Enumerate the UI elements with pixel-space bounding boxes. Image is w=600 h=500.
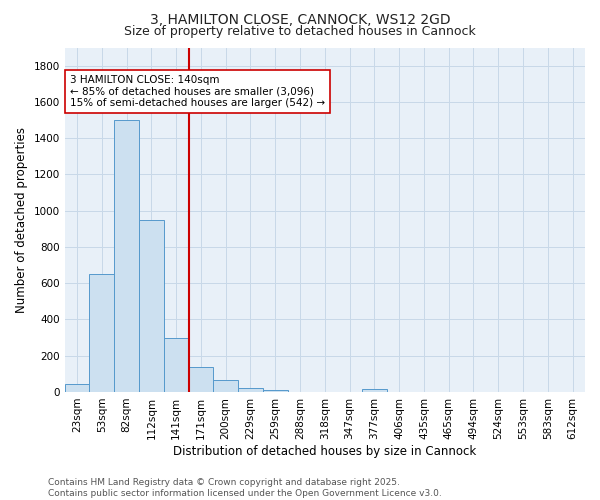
Y-axis label: Number of detached properties: Number of detached properties [15,126,28,312]
Bar [214,380,238,392]
Bar [263,390,287,392]
Bar [139,220,164,392]
Bar [362,389,387,392]
Bar [65,384,89,392]
Text: 3 HAMILTON CLOSE: 140sqm
← 85% of detached houses are smaller (3,096)
15% of sem: 3 HAMILTON CLOSE: 140sqm ← 85% of detach… [70,75,325,108]
Text: Size of property relative to detached houses in Cannock: Size of property relative to detached ho… [124,25,476,38]
Bar [188,368,214,392]
Bar [114,120,139,392]
Bar [238,388,263,392]
Bar [89,274,114,392]
Bar [164,338,188,392]
X-axis label: Distribution of detached houses by size in Cannock: Distribution of detached houses by size … [173,444,476,458]
Text: Contains HM Land Registry data © Crown copyright and database right 2025.
Contai: Contains HM Land Registry data © Crown c… [48,478,442,498]
Text: 3, HAMILTON CLOSE, CANNOCK, WS12 2GD: 3, HAMILTON CLOSE, CANNOCK, WS12 2GD [149,12,451,26]
